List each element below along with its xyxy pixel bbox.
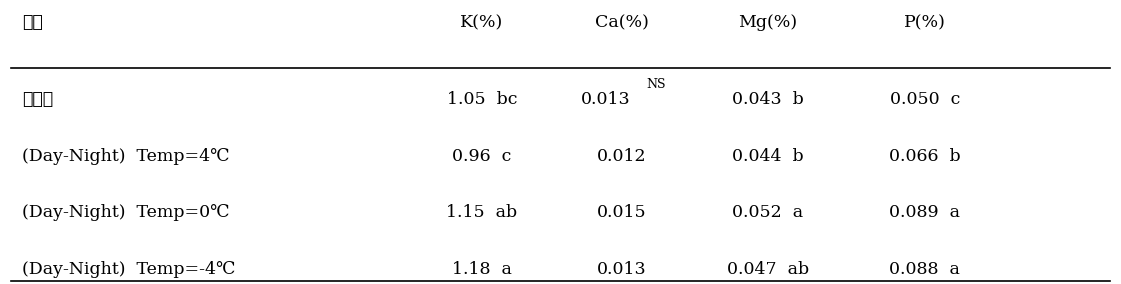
Text: 0.044  b: 0.044 b: [732, 148, 804, 165]
Text: 처리: 처리: [22, 14, 44, 31]
Text: 0.047  ab: 0.047 ab: [726, 261, 809, 278]
Text: 0.089  a: 0.089 a: [889, 204, 961, 222]
Text: 0.013: 0.013: [597, 261, 647, 278]
Text: 0.012: 0.012: [597, 148, 647, 165]
Text: P(%): P(%): [904, 14, 946, 31]
Text: 대조구: 대조구: [22, 91, 54, 108]
Text: 0.050  c: 0.050 c: [890, 91, 960, 108]
Text: 0.013: 0.013: [581, 91, 630, 108]
Text: Ca(%): Ca(%): [595, 14, 649, 31]
Text: K(%): K(%): [461, 14, 503, 31]
Text: 0.088  a: 0.088 a: [889, 261, 961, 278]
Text: 1.18  a: 1.18 a: [452, 261, 512, 278]
Text: 1.15  ab: 1.15 ab: [446, 204, 518, 222]
Text: (Day-Night)  Temp=0℃: (Day-Night) Temp=0℃: [22, 204, 230, 222]
Text: Mg(%): Mg(%): [739, 14, 797, 31]
Text: 0.015: 0.015: [597, 204, 647, 222]
Text: (Day-Night)  Temp=4℃: (Day-Night) Temp=4℃: [22, 148, 230, 165]
Text: 1.05  bc: 1.05 bc: [447, 91, 517, 108]
Text: NS: NS: [647, 78, 666, 91]
Text: 0.066  b: 0.066 b: [889, 148, 961, 165]
Text: 0.96  c: 0.96 c: [453, 148, 511, 165]
Text: 0.043  b: 0.043 b: [732, 91, 804, 108]
Text: (Day-Night)  Temp=-4℃: (Day-Night) Temp=-4℃: [22, 261, 235, 278]
Text: 0.052  a: 0.052 a: [732, 204, 804, 222]
